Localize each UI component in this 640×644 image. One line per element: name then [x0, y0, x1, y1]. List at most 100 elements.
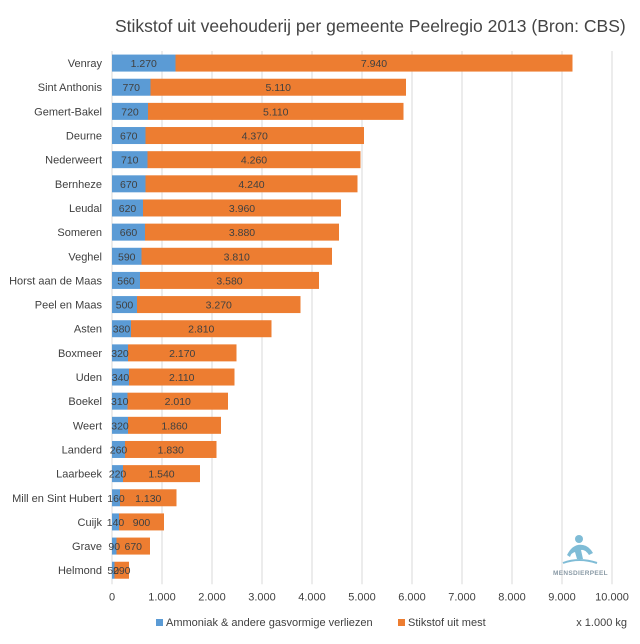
legend-swatch	[398, 619, 405, 626]
data-label-stikstof-mest: 1.540	[148, 469, 174, 481]
data-label-ammoniak: 380	[113, 324, 131, 336]
data-label-stikstof-mest: 290	[113, 565, 131, 577]
data-label-ammoniak: 90	[108, 541, 120, 553]
bar-ammoniak	[112, 344, 128, 362]
category-label: Bernheze	[55, 179, 102, 191]
data-label-stikstof-mest: 1.130	[135, 493, 161, 505]
data-label-stikstof-mest: 3.880	[229, 227, 255, 239]
category-label: Nederweert	[45, 155, 102, 167]
data-label-stikstof-mest: 3.580	[216, 275, 242, 287]
bar-ammoniak	[112, 392, 128, 410]
data-label-ammoniak: 160	[107, 493, 125, 505]
data-label-ammoniak: 670	[120, 131, 138, 143]
data-label-ammoniak: 310	[111, 396, 129, 408]
data-label-ammoniak: 670	[120, 179, 138, 191]
data-label-stikstof-mest: 670	[124, 541, 142, 553]
bar-ammoniak	[112, 78, 151, 96]
data-label-stikstof-mest: 2.810	[188, 324, 214, 336]
data-label-ammoniak: 50	[107, 565, 119, 577]
bar-stikstof-mest	[120, 489, 177, 507]
category-label: Uden	[76, 372, 102, 384]
x-tick-label: 6.000	[398, 591, 426, 603]
bar-stikstof-mest	[129, 368, 235, 386]
category-label: Horst aan de Maas	[9, 275, 102, 287]
bar-stikstof-mest	[116, 537, 150, 555]
data-label-stikstof-mest: 3.270	[206, 300, 232, 312]
data-label-stikstof-mest: 7.940	[361, 58, 387, 70]
category-label: Deurne	[66, 131, 102, 143]
data-label-ammoniak: 320	[111, 348, 129, 360]
category-label: Mill en Sint Hubert	[12, 493, 102, 505]
legend-swatch	[156, 619, 163, 626]
data-label-stikstof-mest: 5.110	[263, 106, 289, 118]
category-label: Asten	[74, 324, 102, 336]
data-label-stikstof-mest: 5.110	[266, 82, 292, 94]
data-label-ammoniak: 220	[109, 469, 127, 481]
category-label: Someren	[57, 227, 102, 239]
bar-stikstof-mest	[150, 78, 406, 96]
bar-stikstof-mest	[143, 199, 341, 217]
x-tick-label: 1.000	[148, 591, 176, 603]
x-tick-label: 5.000	[348, 591, 376, 603]
bar-stikstof-mest	[127, 392, 228, 410]
category-label: Cuijk	[78, 517, 103, 529]
bar-ammoniak	[112, 465, 123, 483]
bar-ammoniak	[112, 440, 125, 458]
category-labels: Venray Sint Anthonis Gemert-Bakel Deurne Ned…	[9, 58, 102, 577]
data-label-stikstof-mest: 4.260	[241, 155, 267, 167]
data-label-stikstof-mest: 2.110	[169, 372, 195, 384]
data-label-stikstof-mest: 1.830	[158, 444, 184, 456]
bar-ammoniak	[112, 416, 128, 434]
bar-stikstof-mest	[123, 465, 200, 483]
bar-ammoniak	[112, 296, 137, 314]
bar-stikstof-mest	[145, 223, 339, 241]
x-tick-label: 8.000	[498, 591, 526, 603]
bar-stikstof-mest	[128, 416, 221, 434]
bar-stikstof-mest	[137, 296, 301, 314]
category-label: Landerd	[62, 444, 102, 456]
bar-stikstof-mest	[145, 127, 364, 145]
bar-stikstof-mest	[128, 344, 237, 362]
bars: 1.270 7.940 770 5.110 720 5.110 670 4.370 710 4.2…	[107, 54, 573, 579]
legend: Ammoniak & andere gasvormige verliezen St…	[156, 617, 486, 629]
bar-stikstof-mest	[141, 247, 332, 265]
x-tick-label: 10.000	[595, 591, 629, 603]
bar-stikstof-mest	[131, 320, 272, 338]
bar-ammoniak	[112, 537, 117, 555]
data-label-ammoniak: 660	[120, 227, 138, 239]
category-label: Boekel	[68, 396, 102, 408]
x-tick-label: 3.000	[248, 591, 276, 603]
category-label: Veghel	[68, 251, 102, 263]
data-label-stikstof-mest: 1.860	[161, 420, 187, 432]
data-label-stikstof-mest: 4.240	[238, 179, 264, 191]
watermark-logo: MENSDIERPEEL	[553, 535, 608, 577]
bar-ammoniak	[112, 127, 146, 145]
data-label-stikstof-mest: 2.010	[165, 396, 191, 408]
x-tick-label: 9.000	[548, 591, 576, 603]
bar-stikstof-mest	[125, 440, 217, 458]
chart-title: Stikstof uit veehouderij per gemeente Pe…	[115, 16, 626, 36]
bar-stikstof-mest	[114, 561, 129, 579]
data-label-ammoniak: 260	[110, 444, 128, 456]
data-label-stikstof-mest: 3.960	[229, 203, 255, 215]
data-label-stikstof-mest: 3.810	[224, 251, 250, 263]
category-label: Leudal	[69, 203, 102, 215]
data-label-ammoniak: 560	[117, 275, 135, 287]
bar-stikstof-mest	[147, 151, 361, 169]
data-label-ammoniak: 710	[121, 155, 139, 167]
category-label: Venray	[68, 58, 103, 70]
category-label: Weert	[73, 420, 102, 432]
data-label-ammoniak: 720	[121, 106, 139, 118]
bar-ammoniak	[112, 247, 142, 265]
legend-label: Ammoniak & andere gasvormige verliezen	[166, 617, 373, 629]
bar-ammoniak	[112, 54, 176, 72]
category-label: Gemert-Bakel	[34, 106, 102, 118]
legend-label: Stikstof uit mest	[408, 617, 486, 629]
person-animal-logo-icon	[562, 535, 598, 564]
bar-ammoniak	[112, 513, 119, 531]
bar-stikstof-mest	[145, 175, 358, 193]
data-label-ammoniak: 320	[111, 420, 129, 432]
bar-ammoniak	[112, 102, 148, 120]
category-label: Boxmeer	[58, 348, 102, 360]
